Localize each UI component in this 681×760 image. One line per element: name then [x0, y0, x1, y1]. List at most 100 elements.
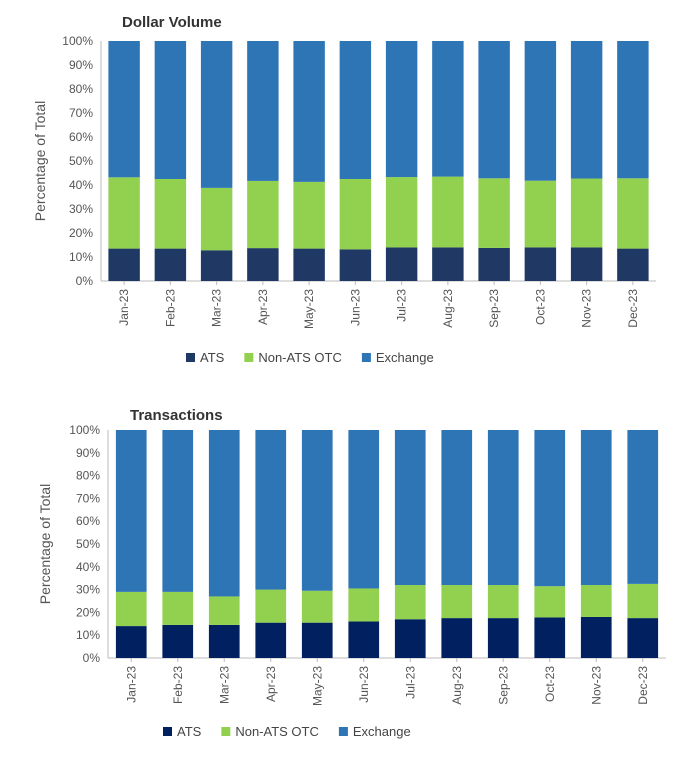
bar-non-ats-otc-jun-23 [339, 179, 372, 250]
x-tick-label: Feb-23 [163, 289, 177, 327]
x-tick-label: Oct-23 [533, 289, 547, 325]
bar-non-ats-otc-nov-23 [570, 178, 603, 248]
bar-exchange-aug-23 [432, 41, 464, 177]
y-axis-label: Percentage of Total [32, 101, 48, 221]
bar-exchange-mar-23 [208, 430, 240, 597]
x-tick-label: Feb-23 [171, 666, 185, 704]
legend-swatch-ats [163, 727, 172, 736]
x-tick-label: Oct-23 [543, 666, 557, 702]
y-tick-label: 80% [76, 469, 100, 483]
bar-exchange-dec-23 [627, 430, 659, 584]
y-tick-label: 10% [76, 628, 100, 642]
bar-non-ats-otc-mar-23 [208, 596, 240, 625]
bar-exchange-jul-23 [394, 430, 426, 586]
chart-title: Transactions [130, 407, 223, 424]
bar-ats-nov-23 [580, 616, 612, 658]
bar-exchange-oct-23 [534, 430, 566, 587]
bar-ats-jul-23 [394, 619, 426, 658]
bar-non-ats-otc-jan-23 [115, 591, 147, 627]
bar-ats-mar-23 [208, 624, 240, 658]
bar-non-ats-otc-apr-23 [255, 589, 287, 623]
bar-non-ats-otc-dec-23 [617, 178, 649, 249]
bar-exchange-aug-23 [441, 430, 473, 586]
y-tick-label: 60% [69, 130, 93, 144]
legend-swatch-ats [186, 353, 195, 362]
y-axis-label: Percentage of Total [37, 484, 53, 604]
legend-label-ats: ATS [200, 350, 225, 365]
y-tick-label: 40% [69, 178, 93, 192]
x-tick-label: Aug-23 [441, 289, 455, 328]
transactions-svg: Transactions Percentage of Total 0% 10% 20% 3… [37, 407, 666, 739]
bar-non-ats-otc-may-23 [301, 590, 333, 623]
y-tick-label: 20% [69, 226, 93, 240]
legend-swatch-non-ats-otc [244, 353, 254, 362]
bar-exchange-apr-23 [255, 430, 287, 590]
bar-exchange-jan-23 [115, 430, 147, 592]
bar-exchange-sep-23 [487, 430, 519, 586]
x-tick-label: May-23 [302, 289, 316, 329]
bar-non-ats-otc-feb-23 [154, 179, 187, 249]
bar-non-ats-otc-jun-23 [348, 588, 380, 622]
bar-ats-dec-23 [617, 248, 649, 281]
y-tick-label: 40% [76, 560, 100, 574]
x-tick-label: Apr-23 [264, 666, 278, 702]
y-tick-label: 30% [69, 202, 93, 216]
y-tick-label: 90% [76, 446, 100, 460]
bar-ats-sep-23 [487, 618, 519, 658]
x-tick-label: Apr-23 [256, 289, 270, 325]
y-tick-label: 50% [69, 154, 93, 168]
bar-exchange-feb-23 [162, 430, 194, 592]
legend-label-exchange: Exchange [353, 724, 411, 739]
x-tick-label: Dec-23 [626, 289, 640, 328]
bar-ats-oct-23 [534, 617, 566, 658]
y-tick-label: 0% [76, 274, 94, 288]
y-tick-label: 80% [69, 82, 93, 96]
x-tick-label: Aug-23 [450, 666, 464, 705]
bar-exchange-oct-23 [524, 41, 557, 181]
x-tick-label: Nov-23 [580, 289, 594, 328]
bar-exchange-may-23 [293, 41, 325, 182]
x-tick-label: Jul-23 [395, 289, 409, 322]
bar-ats-feb-23 [162, 624, 194, 658]
bar-exchange-nov-23 [570, 41, 603, 179]
legend-label-exchange: Exchange [376, 350, 434, 365]
bar-ats-apr-23 [247, 248, 279, 281]
y-tick-label: 70% [76, 491, 100, 505]
bar-exchange-jan-23 [108, 41, 140, 178]
y-tick-label: 70% [69, 106, 93, 120]
y-tick-label: 100% [69, 423, 100, 437]
y-tick-label: 90% [69, 58, 93, 72]
bar-exchange-may-23 [301, 430, 333, 591]
bar-non-ats-otc-apr-23 [247, 180, 279, 249]
y-tick-label: 100% [62, 34, 93, 48]
dollar-volume-chart: Dollar Volume Percentage of Total 0% 10% 20%… [32, 14, 656, 365]
legend-swatch-exchange [361, 353, 371, 362]
bar-exchange-apr-23 [247, 41, 279, 181]
bar-ats-dec-23 [627, 618, 659, 658]
bar-ats-feb-23 [154, 248, 187, 281]
y-tick-label: 60% [76, 514, 100, 528]
dollar-volume-svg: Dollar Volume Percentage of Total 0% 10% 20%… [32, 14, 656, 365]
x-tick-label: Jan-23 [124, 666, 138, 703]
bar-non-ats-otc-nov-23 [580, 585, 612, 617]
bar-exchange-jun-23 [348, 430, 380, 589]
x-tick-label: Nov-23 [589, 666, 603, 705]
x-tick-label: Sep-23 [496, 666, 510, 705]
x-tick-label: Mar-23 [217, 666, 231, 704]
bar-non-ats-otc-feb-23 [162, 591, 194, 625]
bar-non-ats-otc-may-23 [293, 181, 325, 249]
x-tick-label: Dec-23 [636, 666, 650, 705]
bar-non-ats-otc-aug-23 [441, 585, 473, 619]
bar-exchange-nov-23 [580, 430, 612, 586]
x-tick-label: Jul-23 [403, 666, 417, 699]
x-tick-label: Jun-23 [348, 289, 362, 326]
legend-swatch-exchange [338, 727, 348, 736]
y-tick-label: 50% [76, 537, 100, 551]
bar-ats-nov-23 [570, 247, 603, 281]
y-tick-label: 10% [69, 250, 93, 264]
x-tick-label: Mar-23 [210, 289, 224, 327]
bar-exchange-feb-23 [154, 41, 187, 179]
bar-ats-oct-23 [524, 247, 557, 281]
bar-exchange-jul-23 [385, 41, 418, 178]
bar-exchange-sep-23 [478, 41, 510, 179]
